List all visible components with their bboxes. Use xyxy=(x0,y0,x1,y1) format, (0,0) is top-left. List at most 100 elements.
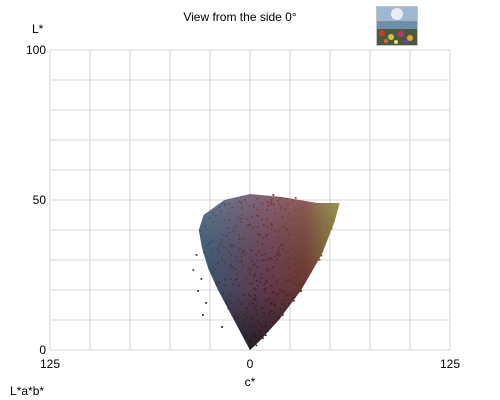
scatter-point xyxy=(286,197,288,200)
scatter-point xyxy=(265,334,267,337)
scatter-point xyxy=(239,247,241,249)
scatter-point xyxy=(257,240,259,243)
scatter-point xyxy=(233,245,235,248)
scatter-point xyxy=(256,214,258,217)
scatter-point xyxy=(317,248,319,251)
scatter-point xyxy=(295,257,297,259)
scatter-point xyxy=(235,256,237,259)
scatter-point xyxy=(260,259,263,262)
scatter-point xyxy=(294,282,296,285)
scatter-point xyxy=(326,223,328,226)
scatter-point xyxy=(291,215,294,217)
scatter-point xyxy=(245,218,248,220)
scatter-point xyxy=(255,296,257,299)
scatter-point xyxy=(248,205,251,207)
scatter-point xyxy=(306,229,308,231)
scatter-point xyxy=(331,227,333,230)
scatter-point xyxy=(293,296,296,299)
scatter-point xyxy=(266,233,269,236)
scatter-point xyxy=(240,202,243,205)
scatter-point xyxy=(240,201,243,203)
scatter-point xyxy=(249,257,251,259)
scatter-point xyxy=(289,232,291,235)
scatter-point xyxy=(297,261,299,263)
scatter-point xyxy=(328,206,330,209)
scatter-point xyxy=(305,239,307,241)
scatter-point xyxy=(253,298,256,301)
scatter-point xyxy=(257,215,259,217)
scatter-point xyxy=(251,318,253,320)
scatter-point xyxy=(227,307,230,310)
scatter-point xyxy=(277,252,280,254)
scatter-point xyxy=(310,233,312,236)
scatter-point xyxy=(308,230,311,233)
x-axis-label: c* xyxy=(244,375,256,389)
scatter-point xyxy=(309,224,311,226)
scatter-point xyxy=(301,217,303,220)
scatter-point xyxy=(280,244,282,247)
scatter-point xyxy=(252,304,255,307)
scatter-point xyxy=(237,316,239,319)
scatter-point xyxy=(211,239,214,242)
scatter-point xyxy=(262,237,264,239)
scatter-point xyxy=(237,300,239,302)
scatter-point xyxy=(262,312,265,314)
scatter-point xyxy=(256,197,259,200)
scatter-point xyxy=(210,241,213,244)
scatter-point xyxy=(301,214,303,217)
scatter-point xyxy=(244,253,246,256)
scatter-point xyxy=(299,237,302,239)
scatter-point xyxy=(319,241,321,244)
scatter-point xyxy=(229,278,232,280)
scatter-point xyxy=(268,298,270,300)
scatter-point xyxy=(238,200,241,203)
scatter-point xyxy=(253,334,256,336)
scatter-point xyxy=(230,246,232,248)
scatter-point xyxy=(253,206,255,209)
scatter-point-outlier xyxy=(200,278,203,280)
scatter-point xyxy=(294,263,296,266)
scatter-point xyxy=(253,263,256,266)
scatter-point xyxy=(220,257,223,260)
scatter-point xyxy=(313,228,315,231)
y-axis-label: L* xyxy=(32,22,44,36)
scatter-point xyxy=(271,223,273,225)
scatter-point xyxy=(256,313,259,315)
scatter-points xyxy=(192,194,338,347)
flower-field-photo-thumbnail[interactable] xyxy=(376,6,418,46)
scatter-point xyxy=(226,235,228,237)
scatter-point xyxy=(307,213,309,215)
scatter-point xyxy=(292,271,295,273)
scatter-point xyxy=(249,326,251,329)
scatter-point xyxy=(297,249,300,252)
scatter-point-outlier xyxy=(214,215,217,217)
scatter-point xyxy=(253,204,255,206)
scatter-point xyxy=(271,322,274,324)
scatter-point xyxy=(256,266,258,268)
scatter-point xyxy=(314,223,317,225)
scatter-point xyxy=(306,217,308,219)
scatter-point xyxy=(270,310,272,312)
scatter-point xyxy=(248,345,251,347)
scatter-point xyxy=(261,307,263,309)
scatter-point xyxy=(323,211,326,214)
scatter-point xyxy=(242,237,245,240)
color-space-label: L*a*b* xyxy=(10,384,45,398)
scatter-point xyxy=(253,287,255,290)
scatter-point xyxy=(294,295,296,298)
scatter-point xyxy=(309,213,312,216)
scatter-point xyxy=(282,314,284,316)
scatter-point xyxy=(244,198,246,201)
scatter-point xyxy=(293,232,296,235)
scatter-point xyxy=(252,282,254,285)
scatter-point xyxy=(324,237,327,240)
scatter-point xyxy=(300,287,302,289)
scatter-point xyxy=(295,261,297,264)
scatter-point xyxy=(288,279,290,281)
scatter-point xyxy=(224,204,227,206)
scatter-point xyxy=(265,321,267,324)
x-tick-label: 125 xyxy=(40,357,60,371)
scatter-point xyxy=(232,229,235,232)
scatter-point xyxy=(297,230,300,232)
